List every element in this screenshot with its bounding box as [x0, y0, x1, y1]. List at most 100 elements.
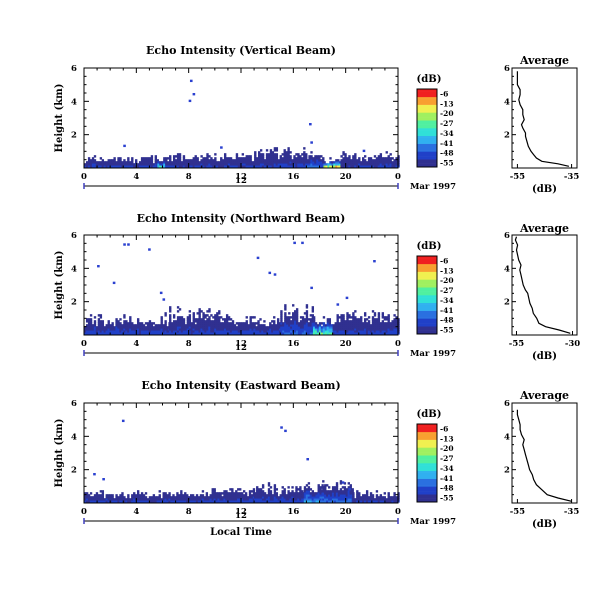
echo-cell: [328, 324, 332, 327]
echo-cell: [119, 318, 122, 321]
echo-cell: [206, 328, 209, 331]
echo-cell: [393, 326, 396, 329]
echo-cell: [311, 314, 315, 317]
echo-cell: [206, 157, 209, 160]
colorbar-cell: [417, 258, 437, 261]
colorbar-cell: [417, 487, 437, 490]
echo-cell: [269, 165, 273, 168]
echo-cell: [263, 326, 266, 329]
echo-speck: [284, 429, 287, 433]
echo-cell: [121, 163, 124, 166]
echo-cell: [320, 165, 323, 168]
echo-cell: [229, 326, 233, 329]
echo-cell: [275, 488, 279, 491]
echo-cell: [387, 320, 390, 323]
echo-cell: [146, 328, 150, 331]
echo-cell: [148, 157, 152, 160]
echo-cell: [391, 498, 394, 501]
echo-cell: [156, 159, 159, 162]
echo-cell: [127, 163, 130, 166]
echo-cell: [316, 155, 319, 158]
echo-cell: [293, 318, 297, 321]
echo-cell: [111, 330, 114, 333]
echo-cell: [140, 157, 144, 160]
echo-cell: [163, 163, 166, 166]
echo-cell: [178, 316, 182, 319]
echo-cell: [84, 494, 87, 497]
echo-cell: [340, 165, 343, 168]
echo-cell: [279, 494, 282, 497]
echo-cell: [169, 155, 172, 158]
echo-cell: [320, 159, 323, 162]
echo-cell: [115, 161, 118, 164]
echo-cell: [383, 159, 386, 162]
echo-cell: [265, 155, 269, 158]
echo-cell: [225, 496, 228, 499]
echo-cell: [178, 163, 182, 166]
echo-cell: [160, 316, 163, 319]
echo-cell: [293, 320, 297, 323]
echo-cell: [309, 500, 313, 503]
echo-cell: [176, 500, 179, 503]
echo-cell: [158, 500, 161, 503]
echo-cell: [395, 496, 398, 499]
echo-cell: [360, 500, 363, 503]
echo-cell: [119, 165, 122, 168]
echo-cell: [305, 492, 309, 495]
echo-cell: [383, 322, 386, 325]
echo-cell: [220, 163, 223, 166]
colorbar-cell: [417, 270, 437, 272]
echo-cell: [363, 322, 367, 325]
echo-cell: [172, 314, 176, 317]
echo-cell: [225, 318, 229, 321]
echo-cell: [164, 326, 167, 329]
echo-cell: [389, 328, 392, 331]
echo-cell: [125, 161, 128, 164]
echo-cell: [261, 500, 265, 503]
echo-cell: [299, 161, 302, 164]
echo-cell: [216, 312, 219, 315]
echo-cell: [387, 492, 390, 495]
echo-cell: [316, 326, 320, 329]
echo-cell: [194, 163, 197, 166]
echo-cell: [245, 328, 248, 331]
echo-cell: [87, 157, 91, 160]
echo-cell: [397, 318, 400, 321]
echo-cell: [142, 326, 146, 329]
echo-cell: [196, 157, 199, 160]
echo-cell: [395, 161, 398, 164]
colorbar-tick-label: -34: [440, 129, 454, 138]
echo-cell: [295, 486, 298, 489]
echo-cell: [337, 490, 341, 493]
echo-cell: [322, 161, 325, 164]
echo-cell: [285, 153, 288, 156]
echo-cell: [291, 500, 294, 503]
echo-cell: [267, 165, 271, 168]
echo-cell: [330, 326, 333, 329]
echo-cell: [247, 165, 250, 168]
echo-cell: [93, 332, 97, 335]
echo-cell: [204, 330, 207, 333]
colorbar-cell: [417, 128, 437, 130]
echo-cell: [192, 326, 195, 329]
echo-cell: [190, 165, 193, 168]
echo-cell: [258, 494, 261, 497]
echo-cell: [133, 500, 136, 503]
echo-cell: [259, 153, 263, 156]
echo-cell: [284, 314, 287, 317]
colorbar-cell: [417, 151, 437, 153]
echo-cell: [358, 320, 361, 323]
echo-cell: [170, 500, 173, 503]
echo-cell: [342, 151, 345, 154]
echo-cell: [256, 159, 259, 162]
echo-cell: [256, 486, 259, 489]
echo-cell: [316, 159, 319, 162]
echo-cell: [289, 163, 292, 166]
echo-cell: [346, 163, 349, 166]
echo-cell: [195, 500, 199, 503]
echo-cell: [125, 326, 128, 329]
echo-cell: [349, 500, 352, 503]
echo-cell: [312, 328, 316, 331]
echo-cell: [101, 496, 105, 499]
